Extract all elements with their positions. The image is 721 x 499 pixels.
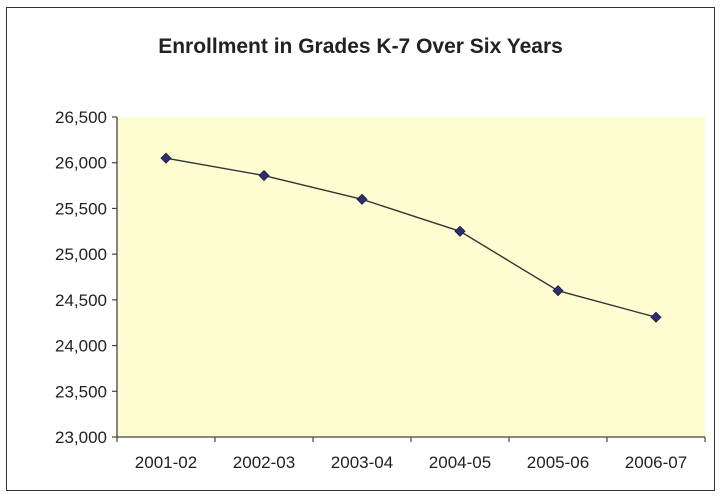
y-tick-label: 24,000 <box>55 337 107 356</box>
x-tick-label: 2003-04 <box>331 453 393 472</box>
data-point-marker <box>356 193 368 205</box>
y-tick-label: 26,500 <box>55 108 107 127</box>
series-markers <box>160 152 662 323</box>
x-tick-label: 2002-03 <box>233 453 295 472</box>
data-point-marker <box>650 311 662 323</box>
y-tick-label: 25,000 <box>55 245 107 264</box>
y-tick-label: 26,000 <box>55 154 107 173</box>
y-tick-label: 23,000 <box>55 428 107 447</box>
data-point-marker <box>160 152 172 164</box>
y-axis-ticks: 23,000 23,500 24,000 24,500 25,000 25,500 26,0… <box>55 108 117 447</box>
y-tick-label: 24,500 <box>55 291 107 310</box>
x-tick-label: 2006-07 <box>625 453 687 472</box>
x-tick-label: 2001-02 <box>135 453 197 472</box>
chart-title: Enrollment in Grades K-7 Over Six Years <box>158 35 563 58</box>
plot-area <box>117 117 705 437</box>
y-tick-label: 25,500 <box>55 199 107 218</box>
series-line <box>165 157 657 318</box>
x-tick-label: 2005-06 <box>527 453 589 472</box>
y-tick-label: 23,500 <box>55 382 107 401</box>
data-point-marker <box>258 169 270 182</box>
data-point-marker <box>552 285 564 297</box>
x-axis-labels: 2001-02 2002-03 2003-04 2004-05 2005-06 2006-… <box>116 437 706 472</box>
data-point-marker <box>454 225 466 237</box>
x-tick-label: 2004-05 <box>429 453 491 472</box>
